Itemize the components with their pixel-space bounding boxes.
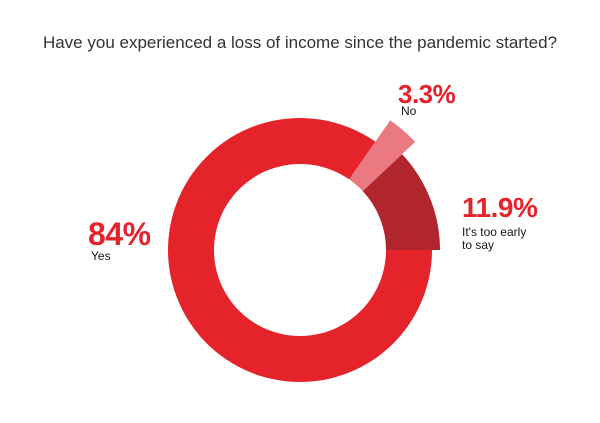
slice-no bbox=[349, 120, 416, 192]
category-label-no: No bbox=[401, 104, 417, 118]
value-label-no: 3.3% bbox=[398, 79, 456, 109]
slice-yes bbox=[168, 117, 432, 382]
category-label-too-early: It's too early to say bbox=[462, 225, 527, 252]
slice-too-early bbox=[362, 154, 440, 250]
value-label-yes: 84% bbox=[88, 216, 151, 252]
chart-title: Have you experienced a loss of income si… bbox=[42, 33, 558, 52]
category-label-yes: Yes bbox=[91, 249, 111, 263]
value-label-too-early: 11.9% bbox=[462, 192, 538, 223]
